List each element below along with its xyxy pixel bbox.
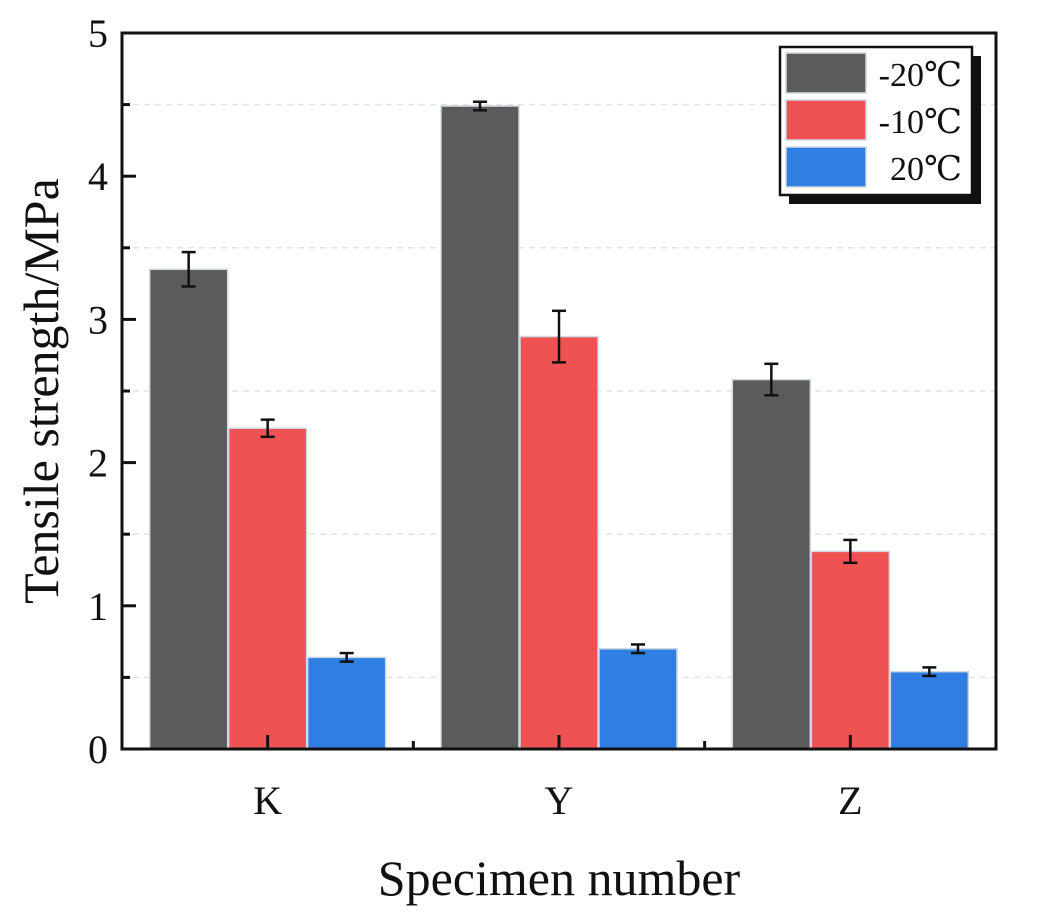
bar-k-series-1 [227,427,308,750]
legend-label-0: -20℃ [879,57,962,94]
axis-ticks: 0 1 2 3 4 5 K Y Z [88,11,863,823]
error-bars [181,100,937,678]
legend-swatch-2 [785,146,867,188]
x-axis-title: Specimen number [378,850,741,906]
legend-swatch-1 [785,99,867,141]
bar-k-series-0 [148,268,229,750]
y-axis-title: Tensile strength/MPa [13,178,69,604]
bar-y-series-0 [440,105,520,750]
y-tick-label: 5 [88,11,108,56]
legend-label-2: 20℃ [890,151,962,188]
legend-swatch-0 [785,52,867,94]
bar-y-series-2 [598,648,678,750]
y-tick-label: 3 [88,297,108,342]
x-tick-label-k: K [253,778,282,823]
legend: -20℃ -10℃ 20℃ [778,45,981,204]
bar-y-series-1 [519,335,599,750]
bars [148,105,970,750]
y-tick-label: 4 [88,154,108,199]
bar-z-series-2 [889,670,970,750]
bar-z-series-1 [810,550,891,750]
y-tick-label: 0 [88,727,108,772]
bar-z-series-0 [731,378,812,750]
bar-k-series-2 [306,656,387,750]
y-tick-label: 2 [88,441,108,486]
x-tick-label-y: Y [545,778,574,823]
y-tick-label: 1 [88,584,108,629]
legend-label-1: -10℃ [879,104,962,141]
x-tick-label-z: Z [838,778,862,823]
